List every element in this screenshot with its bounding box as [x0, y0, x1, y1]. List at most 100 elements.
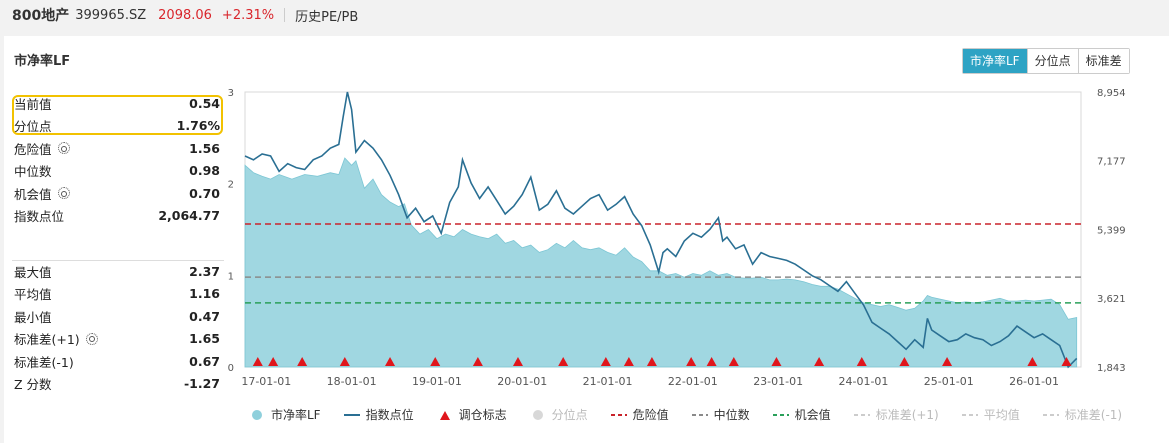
x-tick-label: 26-01-01: [1009, 375, 1059, 386]
x-tick-label: 23-01-01: [753, 375, 803, 386]
rebalance-marker: [728, 357, 739, 366]
stat-value: 2.37: [189, 263, 220, 279]
gear-icon[interactable]: [57, 142, 70, 155]
rebalance-marker: [600, 357, 611, 366]
stat-label: 指数点位: [14, 209, 65, 225]
legend-label: 市净率LF: [271, 408, 321, 422]
rebalance-marker: [814, 357, 825, 366]
y-right-tick-label: 3,621: [1097, 294, 1126, 305]
stat-label: 危险值: [14, 141, 52, 157]
legend-label: 标准差(+1): [875, 408, 939, 422]
legend-label: 平均值: [983, 408, 1020, 422]
stat-value: 1.65: [189, 331, 220, 347]
y-right-tick-label: 1,843: [1097, 363, 1126, 374]
legend-item[interactable]: 指数点位: [343, 406, 414, 423]
stat-value: 0.47: [189, 308, 220, 324]
x-tick-label: 21-01-01: [583, 375, 633, 386]
stat-label: 标准差(+1): [14, 332, 80, 348]
rebalance-marker: [558, 357, 569, 366]
x-tick-label: 19-01-01: [412, 375, 462, 386]
rebalance-marker: [430, 357, 441, 366]
stat-label: 中位数: [14, 164, 52, 180]
x-tick-label: 20-01-01: [497, 375, 547, 386]
legend-swatch: [691, 413, 708, 416]
y-right-tick-label: 5,399: [1097, 225, 1126, 236]
stat-row-mean: 平均值 1.16: [12, 283, 224, 306]
index-line-series: [244, 91, 1078, 369]
pb-chart[interactable]: 0 1 2 3 1,843 3,621 5,399 7,177 8,954 17-01-01 18-…: [4, 36, 1169, 386]
legend-item[interactable]: 标准差(-1): [1042, 406, 1122, 423]
y-left-tick-label: 1: [228, 271, 234, 282]
stat-row-index-level: 指数点位 2,064.77: [12, 205, 224, 228]
rebalance-marker: [339, 357, 350, 366]
rebalance-marker: [268, 357, 279, 366]
legend-label: 指数点位: [365, 408, 414, 422]
x-tick-label: 18-01-01: [327, 375, 377, 386]
header-bar: 800地产 399965.SZ 2098.06 +2.31% 历史PE/PB: [0, 0, 1169, 30]
index-name: 800地产: [12, 8, 70, 24]
gear-icon[interactable]: [85, 332, 98, 345]
index-code: 399965.SZ: [75, 7, 147, 23]
rebalance-marker: [942, 357, 953, 366]
stat-label: 分位点: [14, 119, 52, 135]
x-tick-label: 24-01-01: [839, 375, 889, 386]
rebalance-marker: [856, 357, 867, 366]
legend-item[interactable]: 市净率LF: [248, 406, 321, 423]
rebalance-marker: [1027, 357, 1038, 366]
rebalance-marker: [297, 357, 308, 366]
panel-title: 市净率LF: [14, 54, 71, 69]
stats-group-1: 当前值 0.54 分位点 1.76% 危险值 1.56 中位数 0.98 机会值 0.70…: [12, 92, 224, 227]
y-left-tick-label: 3: [228, 88, 234, 99]
legend-item[interactable]: 分位点: [529, 406, 588, 423]
stat-value: -1.27: [183, 376, 220, 392]
y-right-tick-label: 8,954: [1097, 88, 1126, 99]
stat-row-current: 当前值 0.54: [12, 92, 224, 115]
legend-label: 机会值: [794, 408, 831, 422]
legend-label: 危险值: [632, 408, 669, 422]
stat-label-wrap: 标准差(+1): [14, 329, 98, 348]
tab-stddev[interactable]: 标准差: [1077, 49, 1129, 73]
stat-label: 标准差(-1): [14, 354, 74, 370]
stat-row-danger: 危险值 1.56: [12, 137, 224, 160]
rebalance-marker: [686, 357, 697, 366]
tab-percentile[interactable]: 分位点: [1026, 49, 1078, 73]
legend-item[interactable]: 调仓标志: [436, 406, 507, 423]
stat-row-min: 最小值 0.47: [12, 305, 224, 328]
rebalance-marker: [623, 357, 634, 366]
legend-item[interactable]: 标准差(+1): [853, 406, 939, 423]
stat-row-percentile: 分位点 1.76%: [12, 115, 224, 138]
rebalance-marker: [252, 357, 263, 366]
stat-label-wrap: 机会值: [14, 184, 70, 203]
chart-legend: 市净率LF 指数点位 调仓标志 分位点 危险值 中位数 机会值 标准差(+1) 平均值 标准差(-…: [248, 406, 1144, 423]
stat-value: 0.98: [189, 163, 220, 179]
rebalance-marker: [771, 357, 782, 366]
stat-value: 1.56: [189, 140, 220, 156]
stat-row-median: 中位数 0.98: [12, 160, 224, 183]
current-highlight-box: [12, 95, 223, 135]
page-title[interactable]: 历史PE/PB: [295, 9, 359, 25]
x-tick-label: 17-01-01: [241, 375, 291, 386]
stat-value: 0.54: [189, 95, 220, 111]
rebalance-marker: [1061, 357, 1072, 366]
legend-item[interactable]: 危险值: [610, 406, 669, 423]
index-change: +2.31%: [221, 7, 275, 23]
stat-label: Z 分数: [14, 377, 52, 393]
legend-item[interactable]: 平均值: [961, 406, 1020, 423]
stats-group-2: 最大值 2.37 平均值 1.16 最小值 0.47 标准差(+1) 1.65 标准差(…: [12, 260, 224, 395]
legend-swatch: [961, 413, 978, 416]
legend-item[interactable]: 中位数: [691, 406, 750, 423]
legend-label: 调仓标志: [458, 408, 507, 422]
stat-row-std-minus: 标准差(-1) 0.67: [12, 350, 224, 373]
legend-swatch: [610, 413, 627, 416]
legend-item[interactable]: 机会值: [772, 406, 831, 423]
gear-icon[interactable]: [57, 187, 70, 200]
legend-label: 分位点: [551, 408, 588, 422]
stat-label: 当前值: [14, 96, 52, 112]
legend-swatch: [1042, 413, 1059, 416]
stat-label: 最大值: [14, 264, 52, 280]
y-right-tick-label: 7,177: [1097, 157, 1126, 168]
legend-label: 标准差(-1): [1064, 408, 1123, 422]
tab-pb[interactable]: 市净率LF: [963, 49, 1027, 73]
legend-swatch: [252, 409, 262, 420]
rebalance-marker: [512, 357, 523, 366]
